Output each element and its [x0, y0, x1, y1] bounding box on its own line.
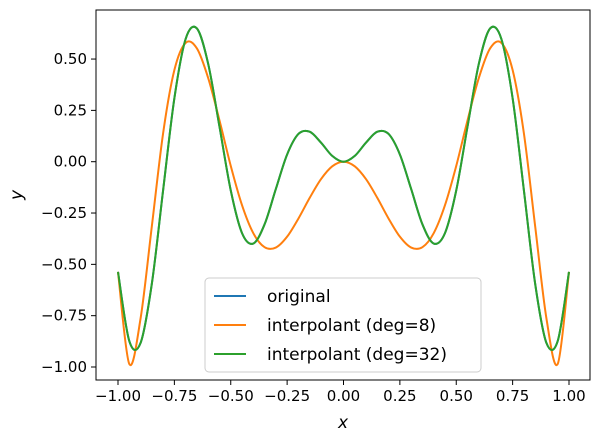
y-tick-label: 0.25: [54, 101, 87, 119]
legend-label-1: interpolant (deg=8): [267, 316, 436, 336]
y-axis-ticks: 0.50 0.25 0.00 −0.25 −0.50 −0.75 −1.00: [41, 50, 96, 376]
series-line-2: [117, 25, 570, 352]
y-tick-label: −0.50: [41, 255, 87, 273]
x-tick-label: 0.75: [496, 387, 529, 405]
x-tick-label: 0.25: [383, 387, 416, 405]
y-tick-label: 0.00: [54, 153, 87, 171]
legend: original interpolant (deg=8) interpolant (…: [204, 277, 482, 373]
x-tick-label: −0.25: [264, 387, 310, 405]
legend-label-0: original: [267, 287, 331, 307]
legend-label-2: interpolant (deg=32): [267, 345, 447, 365]
y-axis-label: y: [7, 189, 27, 201]
x-axis-ticks: −1.00 −0.75 −0.50 −0.25 0.00 0.25 0.50 0.75 1.00: [95, 380, 586, 405]
x-tick-label: 1.00: [552, 387, 585, 405]
x-axis-label: x: [337, 413, 349, 433]
x-tick-label: 0.00: [327, 387, 360, 405]
y-tick-label: 0.50: [54, 50, 87, 68]
y-tick-label: −0.25: [41, 204, 87, 222]
legend-frame: [204, 277, 482, 373]
x-tick-label: 0.50: [440, 387, 473, 405]
y-tick-label: −0.75: [41, 307, 87, 325]
x-tick-label: −0.50: [208, 387, 254, 405]
x-tick-label: −1.00: [95, 387, 141, 405]
y-tick-label: −1.00: [41, 358, 87, 376]
x-tick-label: −0.75: [151, 387, 197, 405]
plot-lines: [117, 25, 570, 367]
